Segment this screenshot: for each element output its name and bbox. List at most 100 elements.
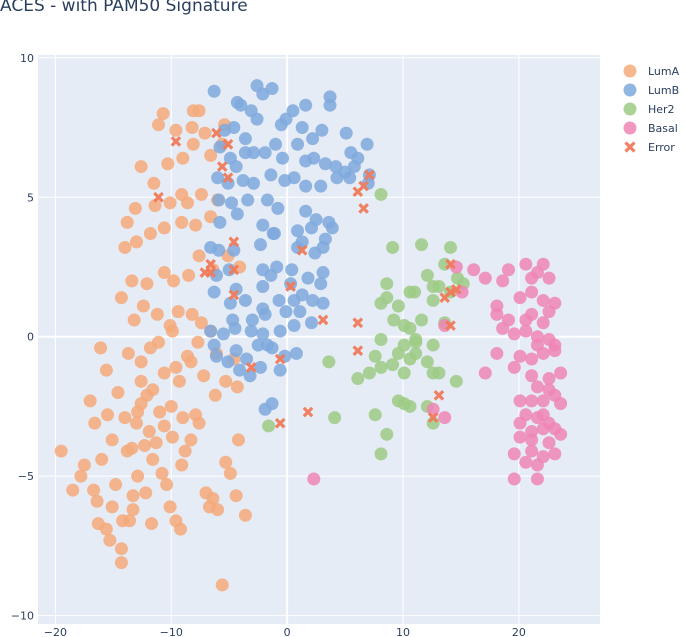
legend-item-her2[interactable]: Her2 (623, 102, 675, 117)
luma-point (164, 399, 178, 413)
lumb-point (316, 266, 330, 280)
legend-marker-luma (623, 64, 637, 78)
lumb-point (204, 324, 218, 338)
basal-point (542, 271, 556, 285)
lumb-point (260, 338, 274, 352)
x-tick-label: 20 (512, 626, 526, 637)
legend-marker-error (624, 141, 636, 153)
luma-point (101, 408, 115, 422)
her2-point (374, 333, 388, 346)
basal-point (525, 352, 539, 366)
luma-point (165, 324, 179, 338)
lumb-point (299, 179, 313, 193)
her2-point (420, 268, 434, 282)
lumb-point (229, 344, 243, 358)
error-point (216, 161, 228, 172)
luma-point (140, 277, 154, 291)
y-tick-label: 0 (27, 331, 34, 344)
luma-point (230, 380, 244, 394)
luma-point (231, 433, 245, 447)
lumb-point (233, 363, 247, 377)
her2-point (426, 366, 440, 380)
lumb-point (284, 277, 298, 291)
luma-point (66, 483, 80, 497)
lumb-point (264, 268, 278, 282)
lumb-point (307, 151, 321, 165)
lumb-point (275, 151, 289, 165)
her2-point (368, 349, 382, 363)
legend-item-error[interactable]: Error (624, 141, 676, 154)
basal-point (507, 360, 521, 374)
lumb-point (339, 126, 353, 140)
basal-point (519, 324, 533, 338)
basal-point (536, 422, 550, 436)
luma-point (114, 291, 128, 305)
lumb-point (212, 243, 226, 257)
legend-item-lumb[interactable]: LumB (623, 83, 680, 98)
legend-item-basal[interactable]: Basal (623, 121, 678, 136)
lumb-point (211, 171, 225, 185)
luma-point (149, 436, 163, 450)
error-point (317, 314, 329, 326)
legend-label-lumb: LumB (648, 84, 679, 97)
lumb-point (234, 98, 248, 112)
luma-point (152, 335, 166, 349)
lumb-point (325, 221, 339, 235)
luma-point (191, 335, 205, 349)
error-point (274, 353, 286, 365)
lumb-point (245, 313, 259, 327)
error-point (364, 169, 375, 181)
luma-point (54, 444, 68, 458)
error-point (228, 264, 240, 276)
basal-point (536, 408, 550, 422)
her2-point (374, 447, 388, 461)
lumb-point (269, 137, 283, 151)
luma-point (114, 542, 128, 556)
legend[interactable]: LumA LumB Her2 Basal Error (623, 64, 680, 155)
lumb-point (272, 293, 286, 307)
luma-point (74, 469, 88, 483)
lumb-point (273, 363, 287, 377)
basal-point (513, 394, 527, 408)
lumb-point (315, 123, 329, 137)
luma-point (138, 438, 152, 452)
lumb-point (347, 160, 361, 174)
luma-point (131, 405, 145, 419)
legend-item-luma[interactable]: LumA (623, 64, 680, 79)
luma-point (189, 218, 203, 232)
x-tick-label: 10 (396, 626, 410, 637)
error-point (274, 417, 286, 429)
luma-point (136, 299, 150, 313)
basal-point (548, 344, 562, 358)
lumb-point (287, 293, 301, 307)
luma-point (134, 355, 148, 369)
legend-label-basal: Basal (648, 122, 678, 135)
luma-point (171, 305, 185, 319)
basal-point (525, 394, 539, 408)
error-point (445, 258, 456, 270)
luma-point (129, 235, 143, 249)
lumb-point (258, 307, 272, 321)
basal-point (525, 285, 539, 299)
lumb-point (207, 285, 221, 299)
y-tick-label: −5 (18, 470, 34, 483)
basal-point (478, 366, 492, 380)
lumb-point (221, 355, 235, 369)
luma-point (157, 266, 171, 280)
lumb-point (253, 360, 267, 374)
basal-point (554, 427, 568, 441)
luma-point (169, 360, 183, 374)
luma-point (114, 556, 128, 570)
lumb-point (306, 132, 320, 146)
basal-point (542, 305, 556, 319)
y-tick-label: −10 (11, 610, 34, 623)
basal-point (536, 257, 550, 271)
luma-point (134, 160, 148, 174)
luma-point (238, 508, 252, 522)
luma-point (163, 500, 177, 514)
her2-point (262, 419, 276, 433)
y-tick-label: 10 (20, 52, 34, 65)
lumb-point (316, 296, 330, 310)
error-point (222, 172, 234, 184)
basal-point (554, 397, 568, 411)
